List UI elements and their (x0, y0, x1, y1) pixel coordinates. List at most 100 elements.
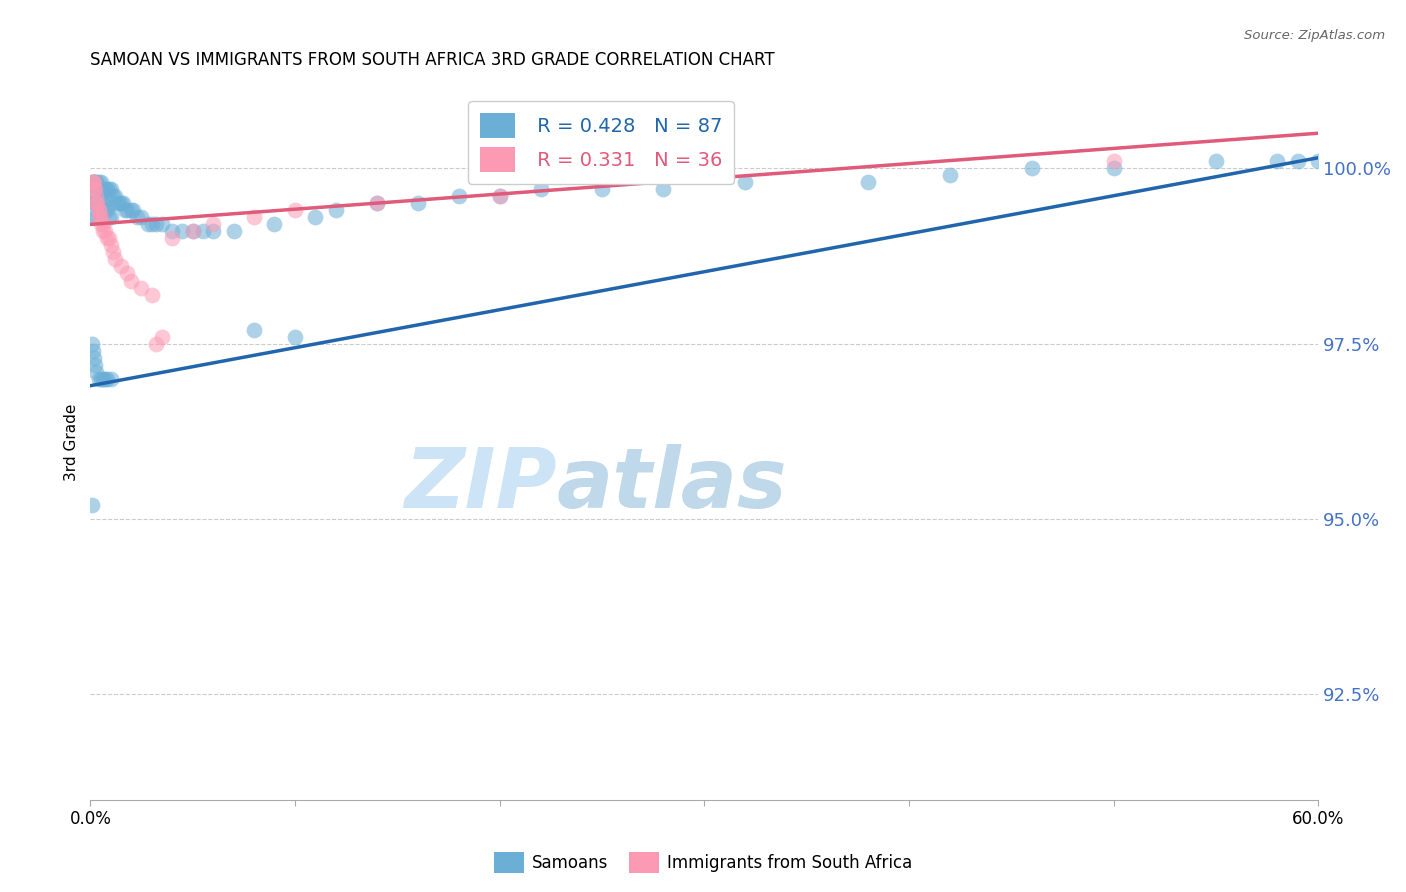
Point (86, 196, 108, 211)
Point (145, 336, 167, 351)
Point (100, 182, 122, 196)
Point (87, 372, 110, 386)
Point (856, 175, 879, 189)
Point (83, 182, 105, 196)
Point (90, 175, 112, 189)
Point (110, 196, 132, 211)
Point (652, 182, 675, 196)
Point (191, 224, 214, 238)
Point (86, 175, 108, 189)
Point (202, 218, 225, 232)
Point (84, 182, 107, 196)
Point (243, 211, 266, 225)
Point (366, 196, 388, 211)
Point (91, 182, 114, 196)
Point (1308, 154, 1330, 169)
Point (115, 203, 138, 218)
Point (591, 182, 613, 196)
Point (447, 189, 470, 203)
Point (96, 231, 118, 245)
Point (100, 211, 122, 225)
Point (90, 211, 112, 225)
Point (93, 203, 115, 218)
Point (83, 351, 105, 365)
Point (1102, 161, 1125, 176)
Point (1205, 154, 1227, 169)
Point (150, 218, 173, 232)
Point (82, 196, 104, 211)
Point (263, 218, 285, 232)
Point (120, 273, 142, 287)
Point (84, 175, 107, 189)
Point (90, 211, 112, 225)
Point (150, 329, 173, 343)
Point (141, 287, 163, 301)
Point (86, 211, 108, 225)
Point (122, 203, 145, 218)
Point (112, 196, 135, 211)
Point (145, 218, 167, 232)
Point (101, 245, 124, 260)
Point (406, 196, 429, 211)
Point (83, 189, 105, 203)
Point (488, 189, 510, 203)
Point (93, 372, 115, 386)
Point (96, 203, 118, 218)
Point (488, 189, 510, 203)
Point (108, 196, 131, 211)
Text: SAMOAN VS IMMIGRANTS FROM SOUTH AFRICA 3RD GRADE CORRELATION CHART: SAMOAN VS IMMIGRANTS FROM SOUTH AFRICA 3… (90, 51, 775, 69)
Point (87, 189, 110, 203)
Point (82, 182, 104, 196)
Point (93, 224, 115, 238)
Point (87, 203, 110, 218)
Point (202, 224, 225, 238)
Point (86, 365, 108, 379)
Point (100, 196, 122, 211)
Point (82, 175, 104, 189)
Point (84, 358, 107, 372)
Point (304, 211, 326, 225)
Point (96, 372, 118, 386)
Point (82, 175, 104, 189)
Point (97, 231, 120, 245)
Point (110, 260, 132, 274)
Point (101, 189, 124, 203)
Point (734, 175, 756, 189)
Point (127, 211, 149, 225)
Point (82, 175, 104, 189)
Point (83, 175, 105, 189)
Point (160, 224, 183, 238)
Point (86, 196, 108, 211)
Point (90, 196, 112, 211)
Point (83, 211, 105, 225)
Point (529, 182, 551, 196)
Point (91, 196, 114, 211)
Point (131, 280, 153, 294)
Point (97, 182, 120, 196)
Point (83, 175, 105, 189)
Point (114, 203, 136, 218)
Point (1265, 154, 1288, 169)
Point (181, 224, 204, 238)
Point (87, 203, 110, 218)
Point (87, 175, 110, 189)
Point (90, 182, 112, 196)
Point (1102, 154, 1125, 169)
Point (172, 224, 194, 238)
Point (100, 372, 122, 386)
Point (97, 211, 120, 225)
Point (82, 498, 104, 512)
Point (115, 267, 138, 281)
Point (325, 203, 347, 218)
Point (96, 182, 118, 196)
Point (82, 189, 104, 203)
Legend:  R = 0.428   N = 87,  R = 0.331   N = 36: R = 0.428 N = 87, R = 0.331 N = 36 (468, 101, 734, 184)
Point (86, 182, 108, 196)
Point (160, 231, 183, 245)
Point (90, 218, 112, 232)
Point (87, 211, 110, 225)
Point (131, 211, 153, 225)
Point (141, 218, 163, 232)
Point (90, 372, 112, 386)
Point (87, 203, 110, 218)
